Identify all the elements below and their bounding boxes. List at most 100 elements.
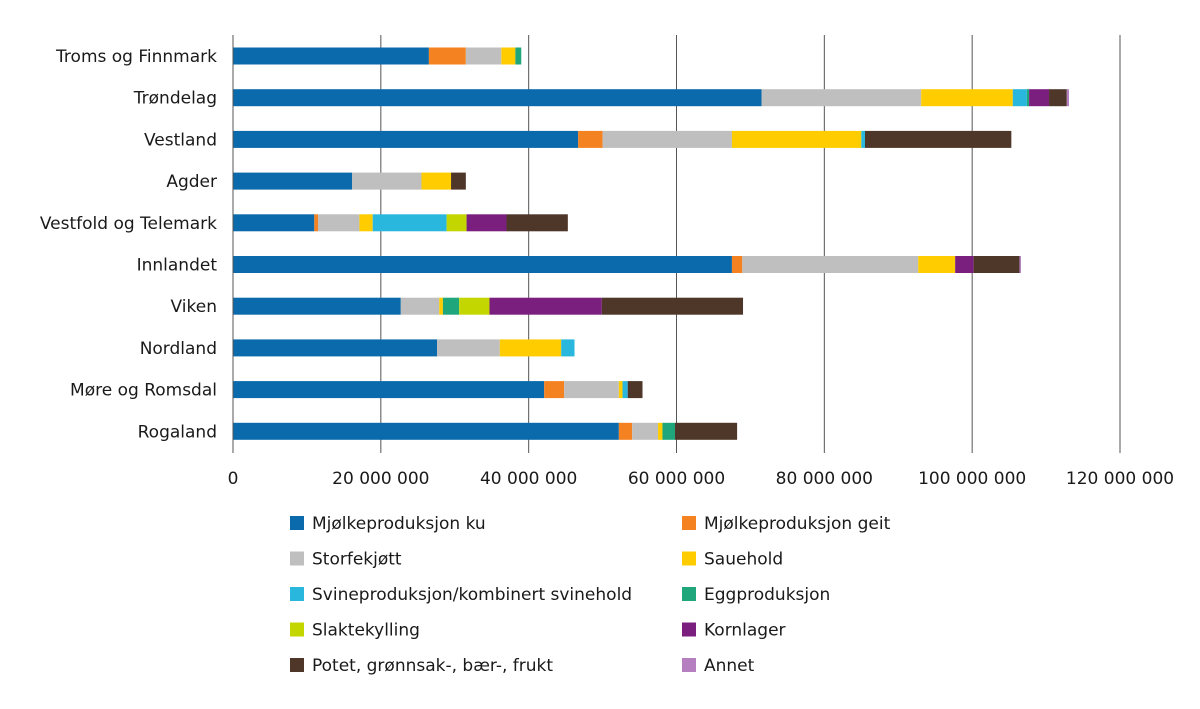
bar-segment-3-2 xyxy=(352,172,422,190)
bar-segment-2-3 xyxy=(731,130,862,148)
x-tick-label-6: 120 000 000 xyxy=(1066,469,1174,489)
bar-segment-1-3 xyxy=(921,89,1013,107)
bar-segment-5-2 xyxy=(742,256,919,273)
bar-segment-2-0 xyxy=(233,130,579,148)
bar-segment-7-2 xyxy=(437,339,500,357)
bar-segment-0-5 xyxy=(515,47,522,65)
bar-segment-4-4 xyxy=(372,214,447,232)
bar-segment-4-3 xyxy=(359,214,373,232)
category-label-4: Vestfold og Telemark xyxy=(40,214,217,234)
legend-label-7: Kornlager xyxy=(704,621,786,641)
bar-segment-1-5 xyxy=(1026,89,1030,107)
bar-segment-5-3 xyxy=(918,256,956,273)
legend-swatch-2 xyxy=(290,551,304,566)
bar-segment-9-5 xyxy=(662,422,676,440)
x-tick-label-0: 0 xyxy=(228,469,239,489)
bar-segment-2-8 xyxy=(864,130,1012,148)
category-label-8: Møre og Romsdal xyxy=(70,381,217,401)
bar-segment-6-8 xyxy=(601,297,744,315)
legend-label-4: Svineproduksjon/kombinert svinehold xyxy=(312,585,632,605)
bar-segment-5-8 xyxy=(973,256,1020,273)
bar-segment-4-2 xyxy=(318,214,360,232)
bar-segment-3-0 xyxy=(233,172,353,190)
bar-segment-6-5 xyxy=(442,297,460,315)
bar-segment-9-2 xyxy=(632,422,659,440)
bar-segment-6-2 xyxy=(400,297,440,315)
x-tick-labels: 0 20 000 000 40 000 000 60 000 000 80 000 00… xyxy=(228,469,1174,489)
legend-swatch-1 xyxy=(682,516,696,530)
bar-segment-6-3 xyxy=(439,297,443,315)
category-label-3: Agder xyxy=(166,172,217,192)
bar-segment-5-9 xyxy=(1019,256,1021,273)
category-label-9: Rogaland xyxy=(138,422,217,442)
legend-swatch-0 xyxy=(290,516,304,530)
category-label-1: Trøndelag xyxy=(133,89,217,109)
bar-segment-2-2 xyxy=(602,130,732,148)
bar-segment-5-0 xyxy=(233,256,732,273)
legend-label-5: Eggproduksjon xyxy=(704,585,830,605)
x-tick-label-4: 80 000 000 xyxy=(776,469,873,489)
legend-swatch-4 xyxy=(290,587,304,601)
legend-label-9: Annet xyxy=(704,656,755,676)
bar-segment-1-7 xyxy=(1029,89,1050,107)
legend-label-6: Slaktekylling xyxy=(312,621,420,641)
x-tick-label-1: 20 000 000 xyxy=(332,469,429,489)
x-tick-label-3: 60 000 000 xyxy=(628,469,725,489)
bar-segment-7-0 xyxy=(233,339,438,357)
bar-segment-8-8 xyxy=(627,381,643,399)
bar-segment-3-3 xyxy=(421,172,452,190)
bar-segment-9-3 xyxy=(658,422,663,440)
legend-label-8: Potet, grønnsak-, bær-, frukt xyxy=(312,656,553,676)
bar-segment-4-7 xyxy=(466,214,507,232)
bar-segment-9-0 xyxy=(233,422,619,440)
bar-segment-5-7 xyxy=(955,256,974,273)
category-labels: Troms og Finnmark Trøndelag Vestland Agder V… xyxy=(40,47,217,442)
bar-segment-8-2 xyxy=(564,381,619,399)
legend-swatch-8 xyxy=(290,658,304,672)
legend-swatch-5 xyxy=(682,587,696,601)
category-label-7: Nordland xyxy=(140,339,217,359)
category-label-0: Troms og Finnmark xyxy=(55,47,217,67)
bar-segment-9-1 xyxy=(618,422,633,440)
bar-segment-4-1 xyxy=(314,214,319,232)
bar-segment-1-0 xyxy=(233,89,762,107)
bar-segment-0-2 xyxy=(465,47,502,65)
bar-segment-1-8 xyxy=(1049,89,1067,107)
bar-segment-8-1 xyxy=(544,381,565,399)
legend-label-0: Mjølkeproduksjon ku xyxy=(312,514,486,534)
bar-segment-4-6 xyxy=(446,214,467,232)
category-label-2: Vestland xyxy=(144,130,217,150)
bar-segment-6-0 xyxy=(233,297,401,315)
bar-segment-7-3 xyxy=(499,339,562,357)
legend: Mjølkeproduksjon ku Mjølkeproduksjon geit… xyxy=(290,514,891,676)
bar-area xyxy=(233,47,1069,440)
x-tick-label-5: 100 000 000 xyxy=(918,469,1026,489)
bar-segment-8-0 xyxy=(233,381,545,399)
bar-segment-7-4 xyxy=(561,339,575,357)
bar-segment-4-0 xyxy=(233,214,315,232)
bar-segment-0-1 xyxy=(428,47,466,65)
bar-segment-1-2 xyxy=(761,89,922,107)
bar-segment-1-4 xyxy=(1012,89,1027,107)
bar-segment-6-7 xyxy=(489,297,602,315)
legend-swatch-6 xyxy=(290,622,304,637)
bar-segment-3-8 xyxy=(451,172,466,190)
category-label-6: Viken xyxy=(171,297,217,317)
bar-segment-1-9 xyxy=(1066,89,1069,107)
legend-label-2: Storfekjøtt xyxy=(312,550,402,570)
x-tick-label-2: 40 000 000 xyxy=(480,469,577,489)
legend-swatch-7 xyxy=(682,622,696,637)
bar-segment-2-4 xyxy=(861,130,865,148)
legend-swatch-3 xyxy=(682,551,696,566)
bar-segment-9-8 xyxy=(675,422,738,440)
legend-label-1: Mjølkeproduksjon geit xyxy=(704,514,891,534)
bar-segment-5-1 xyxy=(731,256,743,273)
bar-segment-8-4 xyxy=(622,381,628,399)
category-label-5: Innlandet xyxy=(137,256,218,276)
bar-segment-2-1 xyxy=(578,130,603,148)
bar-segment-4-8 xyxy=(506,214,568,232)
legend-swatch-9 xyxy=(682,658,696,672)
legend-label-3: Sauehold xyxy=(704,550,783,570)
bar-segment-0-3 xyxy=(501,47,516,65)
